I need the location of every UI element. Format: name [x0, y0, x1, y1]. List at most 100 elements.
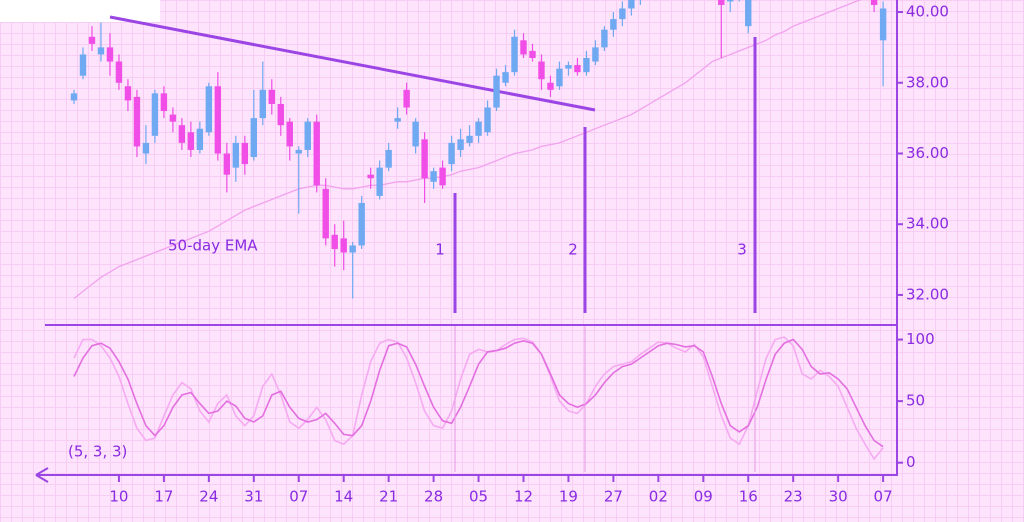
x-tick-label: 23 [784, 488, 803, 506]
candle-body [259, 89, 266, 119]
candle-body [493, 75, 500, 108]
y-tick-label: 50 [906, 392, 925, 410]
y-tick-label: 32.00 [906, 285, 949, 303]
candle-body [538, 61, 545, 80]
x-tick-label: 19 [559, 488, 578, 506]
candle-body [385, 149, 392, 168]
candle-body [313, 121, 320, 186]
marker-label: 2 [568, 241, 578, 259]
candle-body [187, 132, 195, 150]
candle-body [250, 118, 257, 158]
x-tick-label: 31 [244, 488, 263, 506]
candle-body [331, 234, 338, 249]
series-line [73, 0, 862, 300]
candle-body [592, 47, 599, 62]
indicator-label: (5, 3, 3) [68, 443, 127, 461]
candle-body [556, 68, 563, 87]
candle-body [277, 103, 284, 126]
candle-body [115, 61, 123, 83]
trendline [109, 15, 596, 112]
candle-body [349, 245, 356, 253]
candle-body [340, 238, 347, 253]
candle-body [870, 0, 878, 5]
candle-body [178, 125, 186, 143]
candle-body [322, 188, 329, 239]
candle-body [106, 47, 114, 62]
candle-body [70, 93, 78, 101]
candle-body [430, 171, 437, 182]
candle-body [529, 50, 536, 58]
x-tick-label: 05 [469, 488, 488, 506]
candle-body [367, 174, 374, 179]
candle-body [421, 139, 428, 179]
candle-body [439, 167, 446, 186]
candle-body [879, 8, 887, 41]
redaction-box [0, 0, 160, 22]
candle-body [619, 8, 626, 20]
candle-body [718, 0, 725, 5]
y-tick-label: 100 [906, 330, 935, 348]
candle-body [133, 96, 141, 147]
x-tick-label: 24 [199, 488, 218, 506]
candle-body [232, 142, 240, 168]
series-line [73, 338, 884, 448]
x-tick-label: 02 [649, 488, 668, 506]
x-tick-label: 27 [604, 488, 623, 506]
x-tick-label: 16 [739, 488, 758, 506]
candle-body [79, 54, 87, 76]
x-tick-label: 30 [829, 488, 848, 506]
candle-body [412, 121, 419, 147]
candle-body [268, 89, 275, 104]
candle-body [160, 93, 168, 112]
candle-body [286, 121, 293, 147]
candle-body [610, 19, 617, 30]
candle-body [97, 47, 105, 55]
x-tick-label: 07 [874, 488, 893, 506]
candle-body [448, 142, 455, 165]
candle-body [457, 139, 464, 150]
oscillator-panel [73, 336, 884, 461]
candle-body [142, 142, 150, 154]
candle-body [151, 93, 159, 136]
candle-body [241, 142, 249, 165]
marker-label: 3 [737, 241, 747, 259]
x-tick-label: 14 [334, 488, 353, 506]
candle-body [601, 29, 608, 48]
candle-body [484, 107, 491, 133]
candle-body [574, 65, 581, 73]
candle-body [511, 36, 518, 73]
price-panel [70, 0, 887, 300]
y-tick-label: 38.00 [906, 73, 949, 91]
candle-body [628, 0, 635, 9]
candle-body [223, 153, 231, 175]
x-tick-label: 17 [154, 488, 173, 506]
y-tick-label: 0 [906, 453, 916, 471]
candle-body [520, 40, 527, 55]
candle-body [376, 167, 383, 196]
candle-body [214, 86, 222, 154]
candle-body [304, 121, 311, 150]
candle-body [547, 82, 554, 90]
x-tick-label: 09 [694, 488, 713, 506]
candle-body [88, 36, 96, 44]
x-tick-label: 12 [514, 488, 533, 506]
y-tick-label: 34.00 [906, 215, 949, 233]
candle-body [169, 114, 177, 122]
candle-body [727, 0, 734, 2]
candle-body [205, 86, 213, 133]
candle-body [466, 135, 473, 143]
candle-body [358, 202, 365, 246]
candle-body [295, 149, 302, 154]
x-tick-label: 07 [289, 488, 308, 506]
x-tick-label: 21 [379, 488, 398, 506]
candle-body [403, 89, 410, 108]
x-tick-label: 28 [424, 488, 443, 506]
candle-body [583, 57, 590, 73]
candle-body [475, 121, 482, 136]
x-axis-arrow [35, 467, 49, 483]
candle-body [745, 0, 752, 27]
candle-body [196, 128, 204, 150]
